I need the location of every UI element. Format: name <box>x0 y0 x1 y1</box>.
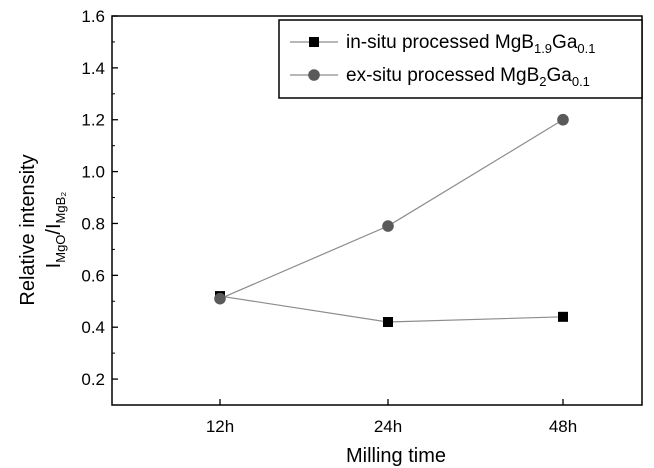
series-line <box>219 119 564 300</box>
series-1 <box>215 291 568 328</box>
x-tick-labels: 12h 24h 48h <box>206 417 577 436</box>
legend-label: in-situ processed MgB1.9Ga0.1 <box>346 32 595 56</box>
legend-entry-2: ex-situ processed MgB2Ga0.1 <box>290 65 590 89</box>
x-tick-label: 48h <box>549 417 577 436</box>
y-tick-label: 1.2 <box>81 111 105 130</box>
y-axis-title-slash: /I <box>43 223 65 234</box>
legend-label: ex-situ processed MgB2Ga0.1 <box>346 65 590 89</box>
y-tick-label: 1.4 <box>81 59 105 78</box>
x-tick-label: 12h <box>206 417 234 436</box>
legend-marker <box>308 69 320 81</box>
legend: in-situ processed MgB1.9Ga0.1 ex-situ pro… <box>278 19 643 99</box>
series-2 <box>214 113 569 305</box>
y-tick-label: 1.6 <box>81 7 105 26</box>
y-tick-label: 1.0 <box>81 163 105 182</box>
y-tick-labels: 0.2 0.4 0.6 0.8 1.0 1.2 1.4 1.6 <box>81 7 105 389</box>
legend-box <box>278 19 643 99</box>
data-point <box>383 317 393 328</box>
legend-marker <box>309 37 319 47</box>
y-axis-title-sub-mgo: MgO <box>53 235 68 263</box>
y-axis-title: Relative intensity IMgO/IMgB₂ <box>17 154 68 305</box>
data-point <box>558 311 568 322</box>
series-layer <box>214 113 569 328</box>
legend-entry-1: in-situ processed MgB1.9Ga0.1 <box>290 32 595 56</box>
y-axis-title-line1: Relative intensity <box>17 154 39 305</box>
axes <box>111 15 643 406</box>
y-tick-label: 0.8 <box>81 214 105 233</box>
data-point <box>214 292 226 305</box>
y-axis-title-I: I <box>43 263 65 269</box>
data-point <box>557 113 569 126</box>
y-tick-label: 0.4 <box>81 318 105 337</box>
y-tick-label: 0.6 <box>81 266 105 285</box>
data-point <box>382 220 394 232</box>
y-tick-label: 0.2 <box>81 370 105 389</box>
plot-frame <box>111 15 643 406</box>
legend-entries: in-situ processed MgB1.9Ga0.1 ex-situ pro… <box>290 32 595 89</box>
x-tick-label: 24h <box>374 417 402 436</box>
y-axis-title-line2: IMgO/IMgB₂ <box>43 192 68 269</box>
x-axis-title: Milling time <box>346 445 446 467</box>
y-axis-title-sub-mgb2: MgB₂ <box>53 192 68 224</box>
